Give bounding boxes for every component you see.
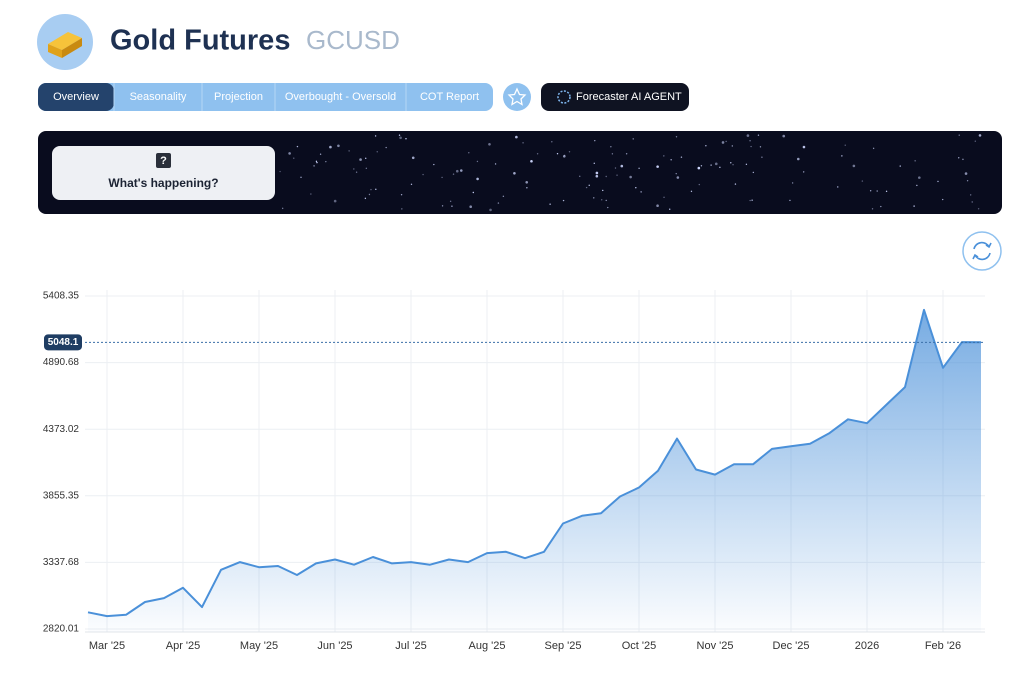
star-icon xyxy=(507,87,527,106)
ticker: GCUSD xyxy=(306,25,400,55)
favorite-button[interactable] xyxy=(503,83,531,111)
x-tick-label: Jun '25 xyxy=(317,640,352,652)
x-tick-label: Oct '25 xyxy=(622,640,657,652)
last-price-label: 5048.1 xyxy=(48,337,79,348)
y-tick-label: 3855.35 xyxy=(43,490,80,501)
tab-label[interactable]: Seasonality xyxy=(130,91,187,103)
whats-happening-card[interactable] xyxy=(52,146,275,200)
banner xyxy=(38,131,1002,214)
x-tick-label: Mar '25 xyxy=(89,640,125,652)
x-tick-label: Sep '25 xyxy=(545,640,582,652)
question-icon xyxy=(156,153,171,168)
question-mark: ? xyxy=(160,155,167,167)
y-tick-label: 2820.01 xyxy=(43,624,80,635)
tab-bar xyxy=(38,83,493,111)
tab-label[interactable]: Overview xyxy=(53,91,99,103)
x-tick-label: Dec '25 xyxy=(773,640,810,652)
agent-button[interactable] xyxy=(541,83,689,111)
price-line xyxy=(87,308,982,618)
y-tick-label: 3337.68 xyxy=(43,557,80,568)
tab-label[interactable]: COT Report xyxy=(420,91,479,103)
tab-label[interactable]: Projection xyxy=(214,91,263,103)
y-tick-label: 4373.02 xyxy=(43,424,80,435)
title: Gold Futures xyxy=(110,25,290,57)
x-tick-label: Apr '25 xyxy=(166,640,201,652)
y-tick-label: 5408.35 xyxy=(43,291,80,302)
x-tick-label: Nov '25 xyxy=(697,640,734,652)
tab-active[interactable] xyxy=(38,83,114,111)
x-tick-label: Jul '25 xyxy=(395,640,426,652)
gold-bar-icon xyxy=(48,32,82,58)
area-fill xyxy=(88,309,981,632)
last-price-badge xyxy=(44,334,82,351)
y-tick-label: 4890.68 xyxy=(43,357,80,368)
refresh-icon xyxy=(972,241,992,261)
x-tick-label: May '25 xyxy=(240,640,278,652)
agent-label: Forecaster AI AGENT xyxy=(576,91,682,103)
tab-label[interactable]: Overbought - Oversold xyxy=(285,91,396,103)
refresh-button[interactable] xyxy=(962,231,1002,271)
x-tick-label: Aug '25 xyxy=(469,640,506,652)
x-tick-label: Feb '26 xyxy=(925,640,961,652)
card-label: What's happening? xyxy=(108,176,218,190)
banner-stars xyxy=(279,134,982,212)
chart: 2820.01 3337.68 3855.35 4373.02 4890.68 5408.… xyxy=(43,290,985,652)
x-tick-label: 2026 xyxy=(855,640,879,652)
agent-icon xyxy=(557,90,571,104)
